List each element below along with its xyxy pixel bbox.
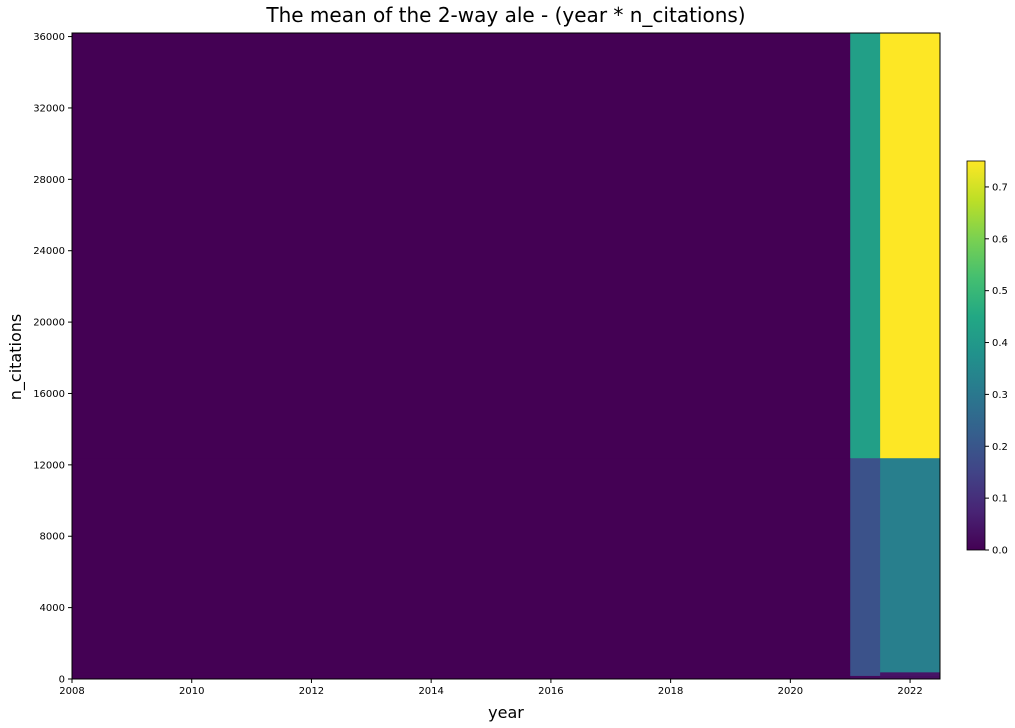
y-tick-label: 8000 <box>40 532 65 543</box>
y-tick-label: 0 <box>59 675 65 686</box>
plot-frame <box>71 32 941 680</box>
y-tick-label: 28000 <box>33 175 65 186</box>
colorbar-tick-label: 0.6 <box>992 234 1008 245</box>
y-axis-ticks: 0 4000 8000 12000 16000 20000 24000 28000 32000 3… <box>33 32 72 686</box>
colorbar <box>966 160 986 551</box>
chart-title: The mean of the 2-way ale - (year * n_ci… <box>265 3 745 27</box>
y-tick-label: 20000 <box>33 318 65 329</box>
heatmap-cell <box>72 457 851 673</box>
heatmap-cell <box>72 675 851 680</box>
heatmap-cell <box>880 33 941 459</box>
colorbar-tick-label: 0.3 <box>992 390 1008 401</box>
y-tick-label: 16000 <box>33 389 65 400</box>
heatmap-cell <box>72 33 851 459</box>
colorbar-tick-label: 0.2 <box>992 442 1008 453</box>
heatmap-cell <box>72 671 851 676</box>
colorbar-tick-label: 0.4 <box>992 338 1008 349</box>
heatmap-cell <box>880 675 941 680</box>
heatmap-cell <box>850 33 881 459</box>
x-tick-label: 2008 <box>59 686 84 697</box>
colorbar-tick-label: 0.1 <box>992 494 1008 505</box>
heatmap-cell <box>850 671 881 676</box>
colorbar-tick-label: 0.7 <box>992 182 1008 193</box>
heatmap-cell <box>850 457 881 673</box>
y-tick-label: 24000 <box>33 246 65 257</box>
heatmap-cells <box>72 33 941 680</box>
heatmap-cell <box>880 671 941 676</box>
x-tick-label: 2010 <box>179 686 204 697</box>
y-tick-label: 12000 <box>33 460 65 471</box>
y-axis-label: n_citations <box>6 314 26 400</box>
x-axis-label: year <box>488 703 524 722</box>
heatmap-cell <box>850 675 881 680</box>
y-tick-label: 36000 <box>33 32 65 43</box>
y-tick-label: 4000 <box>40 603 65 614</box>
x-tick-label: 2020 <box>778 686 803 697</box>
x-axis-ticks: 2008 2010 2012 2014 2016 2018 2020 2022 <box>59 679 923 697</box>
colorbar-ticks: 0.0 0.1 0.2 0.3 0.4 0.5 0.6 0.7 <box>985 182 1008 557</box>
x-tick-label: 2014 <box>418 686 443 697</box>
colorbar-tick-label: 0.5 <box>992 286 1008 297</box>
heatmap-cell <box>880 457 941 673</box>
y-tick-label: 32000 <box>33 103 65 114</box>
x-tick-label: 2012 <box>299 686 324 697</box>
x-tick-label: 2018 <box>658 686 683 697</box>
colorbar-tick-label: 0.0 <box>992 546 1008 557</box>
x-tick-label: 2016 <box>538 686 563 697</box>
x-tick-label: 2022 <box>897 686 922 697</box>
